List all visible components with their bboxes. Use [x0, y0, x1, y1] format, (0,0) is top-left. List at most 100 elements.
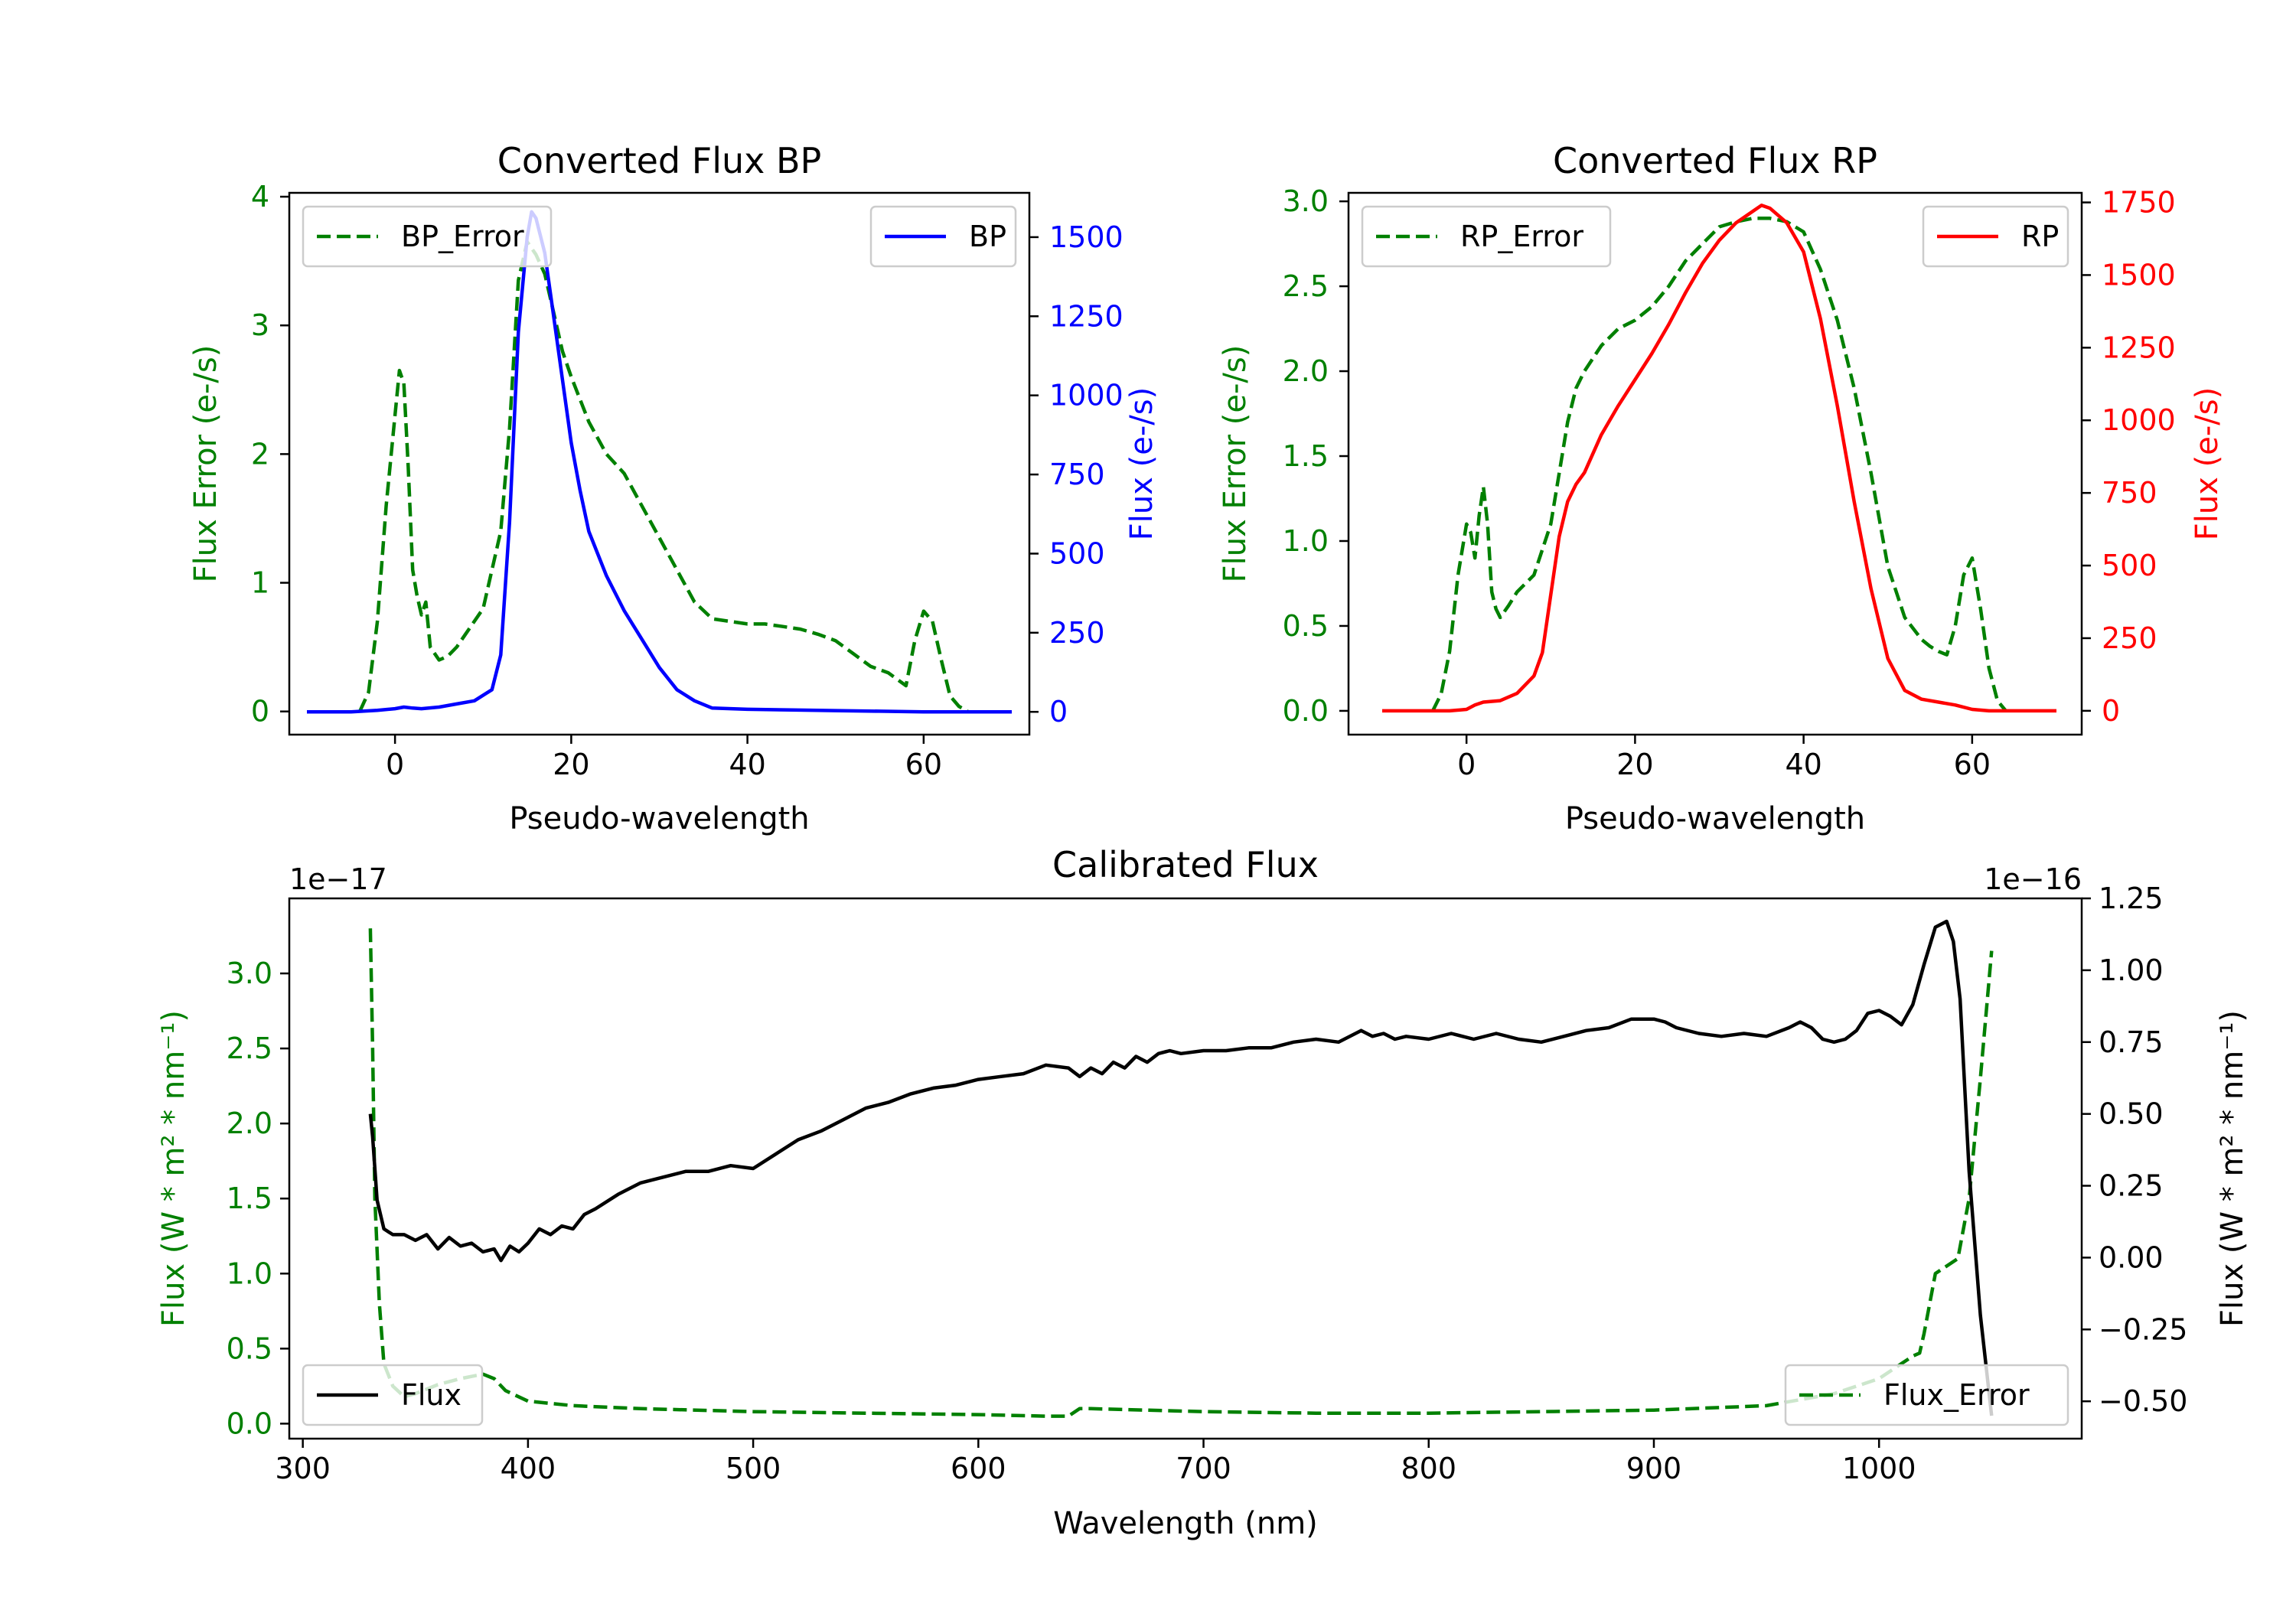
- x-axis-label: Wavelength (nm): [1053, 1506, 1318, 1541]
- y-right-axis-label: Flux (e-/s): [1124, 387, 1159, 540]
- bp-panel: 0 20 40 60012340250500750100012501500Conver…: [188, 140, 1159, 836]
- y-right-tick-label: 1000: [2102, 403, 2176, 437]
- x-tick-label: 300: [275, 1452, 331, 1485]
- y-right-tick-label: 1.25: [2099, 882, 2164, 915]
- y-left-offset-label: 1e−17: [289, 862, 387, 896]
- y-left-tick-label: 2.5: [1283, 269, 1329, 303]
- y-right-tick-label: −0.50: [2099, 1384, 2187, 1418]
- x-tick-label: 800: [1401, 1452, 1456, 1485]
- x-tick-label: 20: [553, 748, 589, 781]
- y-left-axis-label: Flux Error (e-/s): [188, 345, 223, 583]
- legend-bp-error: BP_Error: [302, 205, 553, 268]
- y-right-tick-label: 1000: [1049, 379, 1124, 412]
- chart-title: Converted Flux RP: [1553, 140, 1877, 181]
- x-axis-label: Pseudo-wavelength: [1565, 801, 1865, 836]
- x-tick-label: 400: [501, 1452, 556, 1485]
- y-right-tick-label: 0.25: [2099, 1169, 2164, 1203]
- y-left-tick-label: 0.0: [227, 1407, 272, 1440]
- series-line-bp: [307, 210, 1012, 714]
- y-left-tick-label: 2.0: [1283, 354, 1329, 388]
- series-line-rp-error: [1431, 217, 2007, 712]
- y-right-tick-label: 750: [2102, 476, 2157, 510]
- y-left-tick-label: 0.0: [1283, 694, 1329, 728]
- y-right-tick-label: 1.00: [2099, 953, 2164, 987]
- legend-label: RP_Error: [1460, 220, 1583, 253]
- y-right-tick-label: −0.25: [2099, 1312, 2187, 1346]
- x-tick-label: 40: [1785, 748, 1821, 781]
- series-line-bp-error: [358, 240, 969, 713]
- series-line-flux: [368, 919, 1994, 1416]
- chart-title: Calibrated Flux: [1052, 844, 1319, 885]
- y-left-tick-label: 2.5: [227, 1032, 272, 1065]
- x-tick-label: 60: [1954, 748, 1991, 781]
- x-tick-label: 900: [1626, 1452, 1682, 1485]
- axes-frame: [1347, 191, 2083, 736]
- legend-box: [302, 1364, 484, 1426]
- calibrated-panel: 300 400 500 600 700 800 900 1000 0.0 0.5 1.0 1.5 2.0…: [156, 844, 2250, 1541]
- legend-label: Flux_Error: [1883, 1378, 2030, 1412]
- y-right-tick-label: 500: [1049, 536, 1105, 570]
- y-right-tick-label: 250: [1049, 616, 1105, 650]
- y-right-offset-label: 1e−16: [1984, 862, 2082, 896]
- legend-label: BP_Error: [401, 220, 524, 253]
- legend-bp: BP: [869, 205, 1017, 268]
- series-line-rp: [1382, 204, 2056, 713]
- y-right-tick-label: 750: [1049, 458, 1105, 491]
- y-right-tick-label: 1500: [2102, 258, 2176, 292]
- y-left-tick-label: 3.0: [227, 957, 272, 990]
- legend-label: Flux: [401, 1378, 461, 1412]
- y-left-tick-label: 3.0: [1283, 184, 1329, 218]
- y-left-axis-label: Flux (W * m² * nm⁻¹): [156, 1010, 191, 1327]
- y-left-tick-label: 2.0: [227, 1107, 272, 1140]
- legend-rp: RP: [1922, 205, 2069, 268]
- rp-panel: 0 20 40 60 0.0 0.5 1.0 1.5 2.0 2.5 3.0 0 250 500 750 10…: [1218, 140, 2225, 836]
- x-tick-label: 60: [905, 748, 942, 781]
- y-left-tick-label: 1.0: [227, 1257, 272, 1290]
- y-left-tick-label: 1.5: [1283, 439, 1329, 473]
- y-left-tick-label: 0.5: [1283, 609, 1329, 643]
- x-tick-label: 0: [1457, 748, 1476, 781]
- y-left-tick-label: 1.5: [227, 1182, 272, 1215]
- legend-box: [302, 205, 553, 268]
- x-tick-label: 20: [1616, 748, 1653, 781]
- legend-flux: Flux: [302, 1364, 484, 1426]
- y-right-axis-label: Flux (e-/s): [2190, 387, 2225, 540]
- chart-title: Converted Flux BP: [497, 140, 822, 181]
- x-tick-label: 600: [951, 1452, 1006, 1485]
- legend-label: RP: [2021, 220, 2059, 253]
- x-tick-label: 500: [726, 1452, 781, 1485]
- x-tick-label: 0: [386, 748, 404, 781]
- y-right-tick-label: 250: [2102, 621, 2157, 655]
- y-right-tick-label: 1250: [2102, 331, 2176, 364]
- y-left-tick-label: 1: [251, 566, 269, 600]
- y-left-tick-label: 1.0: [1283, 524, 1329, 558]
- y-left-axis-label: Flux Error (e-/s): [1218, 345, 1253, 583]
- y-right-axis-label: Flux (W * m² * nm⁻¹): [2215, 1010, 2250, 1327]
- y-right-tick-label: 1250: [1049, 299, 1124, 333]
- y-right-tick-label: 0.00: [2099, 1240, 2164, 1274]
- y-left-tick-label: 0: [251, 695, 269, 729]
- y-right-tick-label: 0: [2102, 694, 2120, 728]
- legend-box: [1784, 1364, 2069, 1426]
- axes-frame: [288, 897, 2083, 1440]
- legend-label: BP: [969, 220, 1006, 253]
- x-axis-label: Pseudo-wavelength: [509, 801, 809, 836]
- y-left-tick-label: 0.5: [227, 1332, 272, 1365]
- y-right-tick-label: 0.75: [2099, 1025, 2164, 1059]
- y-left-tick-label: 2: [251, 437, 269, 471]
- y-right-tick-label: 500: [2102, 549, 2157, 582]
- legend-box: [1361, 205, 1612, 268]
- axes-frame: [288, 191, 1031, 736]
- x-tick-label: 700: [1176, 1452, 1231, 1485]
- x-tick-label: 40: [729, 748, 765, 781]
- x-tick-label: 1000: [1842, 1452, 1916, 1485]
- y-right-tick-label: 1500: [1049, 220, 1124, 254]
- y-right-tick-label: 0.50: [2099, 1097, 2164, 1131]
- y-left-tick-label: 4: [251, 180, 269, 214]
- y-right-tick-label: 1750: [2102, 186, 2176, 220]
- y-right-tick-label: 0: [1049, 695, 1068, 729]
- legend-flux-error: Flux_Error: [1784, 1364, 2069, 1426]
- y-left-tick-label: 3: [251, 308, 269, 342]
- legend-rp-error: RP_Error: [1361, 205, 1612, 268]
